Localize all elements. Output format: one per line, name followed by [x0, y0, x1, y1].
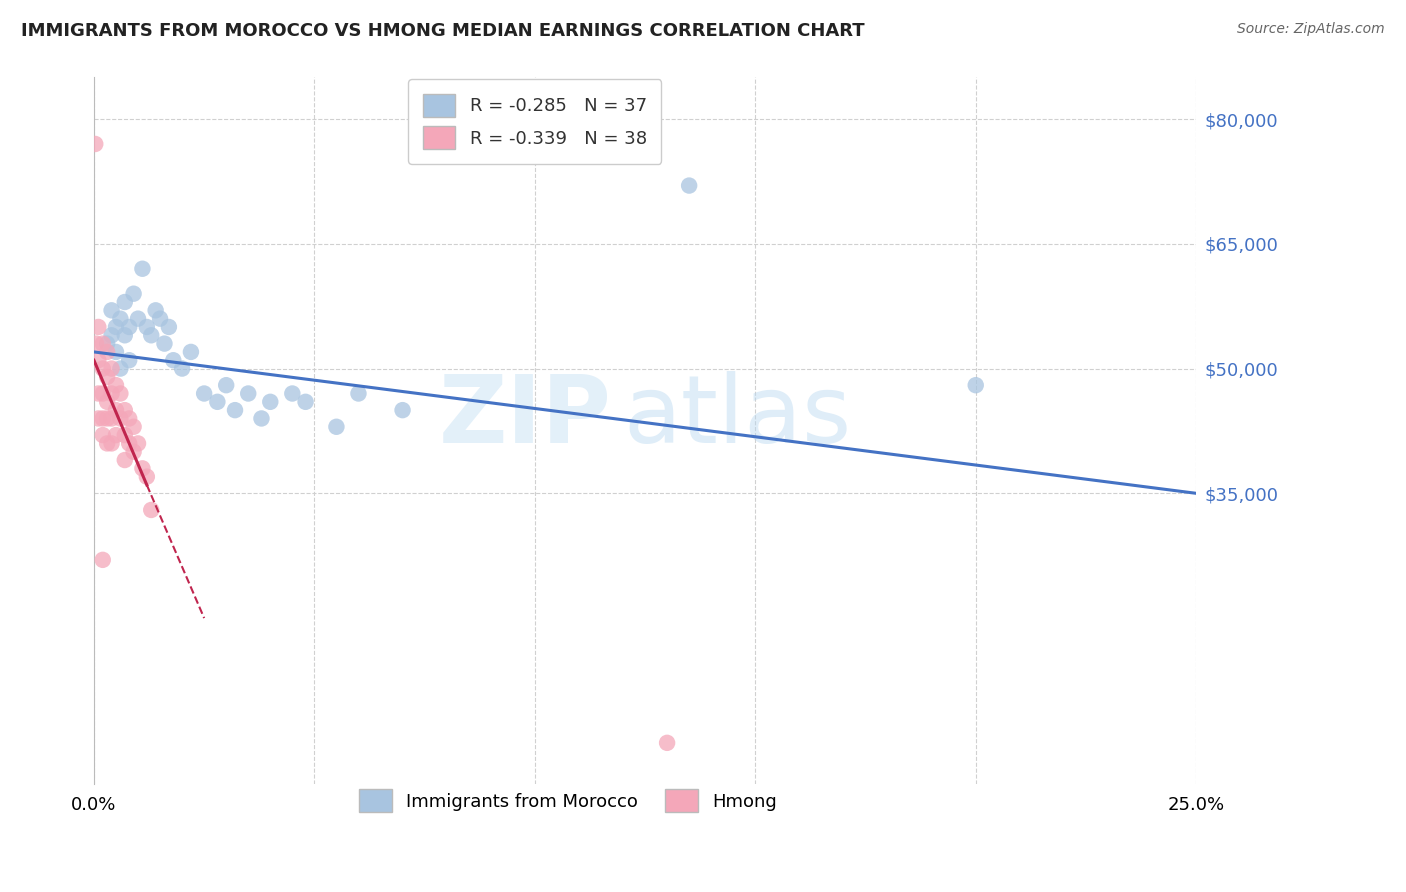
Point	[91, 428, 114, 442]
Text: ZIP: ZIP	[439, 371, 612, 463]
Point	[87, 386, 110, 401]
Point	[91, 411, 114, 425]
Point	[325, 419, 347, 434]
Point	[114, 428, 136, 442]
Point	[110, 386, 132, 401]
Point	[162, 353, 184, 368]
Point	[91, 386, 114, 401]
Point	[100, 328, 122, 343]
Point	[655, 736, 678, 750]
Point	[215, 378, 238, 392]
Point	[114, 453, 136, 467]
Point	[207, 394, 229, 409]
Point	[294, 394, 316, 409]
Point	[145, 303, 167, 318]
Point	[91, 336, 114, 351]
Point	[96, 336, 118, 351]
Point	[96, 411, 118, 425]
Point	[118, 353, 141, 368]
Point	[91, 553, 114, 567]
Point	[391, 403, 413, 417]
Point	[100, 411, 122, 425]
Point	[180, 345, 202, 359]
Point	[122, 419, 145, 434]
Point	[114, 328, 136, 343]
Point	[141, 503, 163, 517]
Point	[110, 311, 132, 326]
Point	[87, 411, 110, 425]
Point	[250, 411, 273, 425]
Point	[114, 295, 136, 310]
Point	[122, 286, 145, 301]
Point	[96, 394, 118, 409]
Point	[259, 394, 281, 409]
Point	[131, 461, 153, 475]
Point	[678, 178, 700, 193]
Point	[347, 386, 370, 401]
Point	[153, 336, 176, 351]
Point	[104, 428, 127, 442]
Point	[118, 411, 141, 425]
Point	[110, 411, 132, 425]
Point	[96, 370, 118, 384]
Point	[131, 261, 153, 276]
Point	[96, 345, 118, 359]
Text: IMMIGRANTS FROM MOROCCO VS HMONG MEDIAN EARNINGS CORRELATION CHART: IMMIGRANTS FROM MOROCCO VS HMONG MEDIAN …	[21, 22, 865, 40]
Point	[118, 320, 141, 334]
Point	[118, 436, 141, 450]
Point	[104, 378, 127, 392]
Point	[224, 403, 246, 417]
Point	[141, 328, 163, 343]
Point	[84, 336, 107, 351]
Point	[172, 361, 194, 376]
Point	[104, 320, 127, 334]
Point	[96, 436, 118, 450]
Point	[87, 353, 110, 368]
Text: Source: ZipAtlas.com: Source: ZipAtlas.com	[1237, 22, 1385, 37]
Point	[135, 320, 157, 334]
Point	[84, 136, 107, 151]
Point	[100, 436, 122, 450]
Point	[135, 469, 157, 483]
Point	[281, 386, 304, 401]
Point	[157, 320, 180, 334]
Text: atlas: atlas	[623, 371, 851, 463]
Point	[127, 311, 149, 326]
Point	[193, 386, 215, 401]
Point	[87, 320, 110, 334]
Point	[100, 386, 122, 401]
Point	[127, 436, 149, 450]
Point	[149, 311, 172, 326]
Point	[100, 303, 122, 318]
Point	[100, 361, 122, 376]
Point	[110, 361, 132, 376]
Point	[104, 403, 127, 417]
Legend: Immigrants from Morocco, Hmong: Immigrants from Morocco, Hmong	[346, 776, 789, 825]
Point	[104, 345, 127, 359]
Point	[238, 386, 260, 401]
Point	[965, 378, 987, 392]
Point	[91, 361, 114, 376]
Point	[122, 444, 145, 458]
Point	[114, 403, 136, 417]
